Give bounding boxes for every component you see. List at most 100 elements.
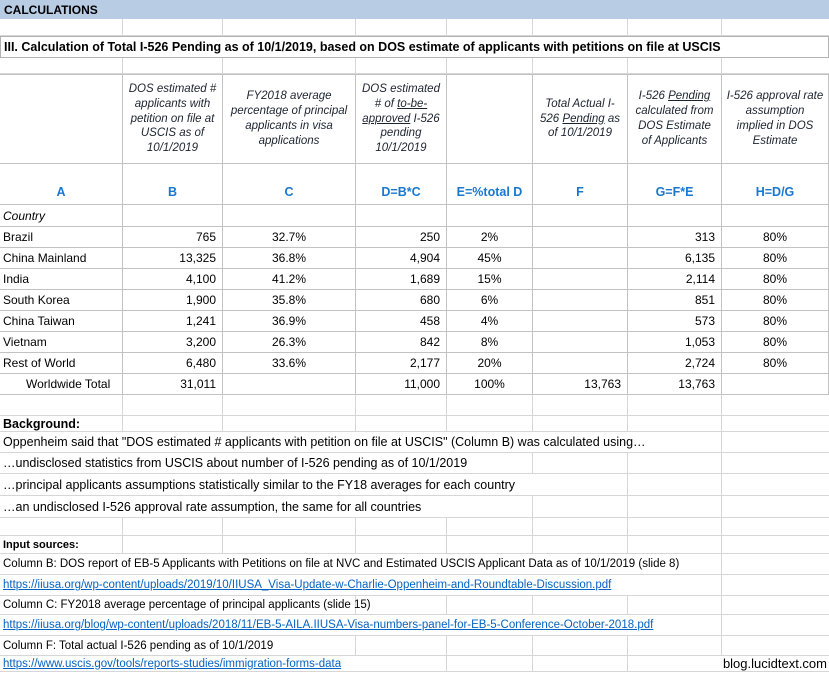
value-cell-f[interactable]	[533, 332, 628, 353]
value-cell-h[interactable]: 80%	[722, 269, 829, 290]
value-cell-f[interactable]	[533, 227, 628, 248]
value-cell-e[interactable]: 6%	[447, 290, 533, 311]
value-cell-e[interactable]: 45%	[447, 248, 533, 269]
value-cell-g[interactable]: 1,053	[628, 332, 722, 353]
empty-cell	[447, 205, 533, 227]
value-cell-f[interactable]	[533, 290, 628, 311]
value-cell-d[interactable]: 680	[356, 290, 447, 311]
source-link-c[interactable]: https://iiusa.org/blog/wp-content/upload…	[3, 619, 654, 631]
background-line-1-text: Oppenheim said that "DOS estimated # app…	[3, 435, 646, 449]
total-row-label[interactable]: Worldwide Total	[0, 374, 123, 395]
value-cell-h[interactable]: 80%	[722, 332, 829, 353]
total-cell-e[interactable]: 100%	[447, 374, 533, 395]
total-cell-g[interactable]: 13,763	[628, 374, 722, 395]
country-cell[interactable]: China Taiwan	[0, 311, 123, 332]
country-cell[interactable]: China Mainland	[0, 248, 123, 269]
empty-cell	[722, 474, 829, 495]
letter-f: F	[576, 185, 584, 199]
value-cell-b[interactable]: 6,480	[123, 353, 223, 374]
value-cell-d[interactable]: 1,689	[356, 269, 447, 290]
total-cell-b[interactable]: 31,011	[123, 374, 223, 395]
country-cell[interactable]: South Korea	[0, 290, 123, 311]
empty-cell	[628, 474, 722, 495]
value-cell-e[interactable]: 8%	[447, 332, 533, 353]
value-cell-d[interactable]: 458	[356, 311, 447, 332]
value-cell-h[interactable]: 80%	[722, 311, 829, 332]
background-line-row: …undisclosed statistics from USCIS about…	[0, 453, 829, 474]
empty-cell	[628, 205, 722, 227]
empty-cell	[123, 205, 223, 227]
value-cell-c[interactable]: 36.9%	[223, 311, 356, 332]
value-cell-f[interactable]	[533, 311, 628, 332]
value-cell-d[interactable]: 4,904	[356, 248, 447, 269]
empty-cell	[123, 395, 223, 415]
value-cell-c[interactable]: 41.2%	[223, 269, 356, 290]
value-cell-d[interactable]: 2,177	[356, 353, 447, 374]
value-cell-h[interactable]: 80%	[722, 227, 829, 248]
empty-cell	[628, 518, 722, 535]
value-cell-f[interactable]	[533, 353, 628, 374]
value-cell-f[interactable]	[533, 269, 628, 290]
background-label-text: Background:	[3, 416, 81, 431]
value-cell-c[interactable]: 26.3%	[223, 332, 356, 353]
column-letter-a: A	[0, 164, 123, 205]
column-letter-b: B	[123, 164, 223, 205]
value-cell-c[interactable]: 33.6%	[223, 353, 356, 374]
column-letter-g: G=F*E	[628, 164, 722, 205]
value-cell-g[interactable]: 851	[628, 290, 722, 311]
empty-cell	[223, 19, 356, 35]
source-link-b[interactable]: https://iiusa.org/wp-content/uploads/201…	[3, 579, 612, 591]
total-cell-f[interactable]: 13,763	[533, 374, 628, 395]
total-cell-h[interactable]	[722, 374, 829, 395]
value-cell-c[interactable]: 35.8%	[223, 290, 356, 311]
value-cell-g[interactable]: 2,724	[628, 353, 722, 374]
empty-cell	[356, 19, 447, 35]
value-cell-b[interactable]: 765	[123, 227, 223, 248]
empty-cell	[722, 496, 829, 517]
value-cell-b[interactable]: 4,100	[123, 269, 223, 290]
value-cell-c[interactable]: 36.8%	[223, 248, 356, 269]
value-cell-e[interactable]: 15%	[447, 269, 533, 290]
country-cell[interactable]: Brazil	[0, 227, 123, 248]
background-line-3: …principal applicants assumptions statis…	[0, 474, 628, 495]
value-cell-g[interactable]: 2,114	[628, 269, 722, 290]
value-cell-b[interactable]: 13,325	[123, 248, 223, 269]
source-column-b-text: Column B: DOS report of EB-5 Applicants …	[3, 558, 680, 570]
value-cell-h[interactable]: 80%	[722, 248, 829, 269]
value-cell-d[interactable]: 250	[356, 227, 447, 248]
total-cell-d[interactable]: 11,000	[356, 374, 447, 395]
value-cell-b[interactable]: 1,241	[123, 311, 223, 332]
value-cell-e[interactable]: 20%	[447, 353, 533, 374]
value-cell-g[interactable]: 6,135	[628, 248, 722, 269]
column-header-e	[447, 75, 533, 164]
country-cell[interactable]: India	[0, 269, 123, 290]
calculation-table: DOS estimated # applicants with petition…	[0, 74, 829, 395]
value-cell-h[interactable]: 80%	[722, 290, 829, 311]
value-cell-e[interactable]: 2%	[447, 227, 533, 248]
empty-row	[0, 19, 829, 36]
empty-cell	[628, 453, 722, 473]
empty-cell	[722, 575, 829, 595]
source-item-row: Column B: DOS report of EB-5 Applicants …	[0, 554, 829, 575]
value-cell-h[interactable]: 80%	[722, 353, 829, 374]
value-cell-d[interactable]: 842	[356, 332, 447, 353]
value-cell-e[interactable]: 4%	[447, 311, 533, 332]
letter-h: H=D/G	[755, 185, 795, 199]
value-cell-b[interactable]: 3,200	[123, 332, 223, 353]
sources-label: Input sources:	[0, 536, 123, 553]
source-link-f[interactable]: https://www.uscis.gov/tools/reports-stud…	[3, 657, 342, 670]
country-cell[interactable]: Rest of World	[0, 353, 123, 374]
total-cell-c[interactable]	[223, 374, 356, 395]
empty-cell	[533, 58, 628, 73]
letter-d: D=B*C	[381, 185, 421, 199]
country-cell[interactable]: Vietnam	[0, 332, 123, 353]
background-label-row: Background:	[0, 416, 829, 432]
value-cell-c[interactable]: 32.7%	[223, 227, 356, 248]
value-cell-g[interactable]: 313	[628, 227, 722, 248]
value-cell-g[interactable]: 573	[628, 311, 722, 332]
empty-cell	[123, 536, 223, 553]
value-cell-f[interactable]	[533, 248, 628, 269]
column-header-d-text: DOS estimated # of to-be-approved I-526 …	[360, 82, 442, 157]
value-cell-b[interactable]: 1,900	[123, 290, 223, 311]
empty-cell	[722, 615, 829, 635]
